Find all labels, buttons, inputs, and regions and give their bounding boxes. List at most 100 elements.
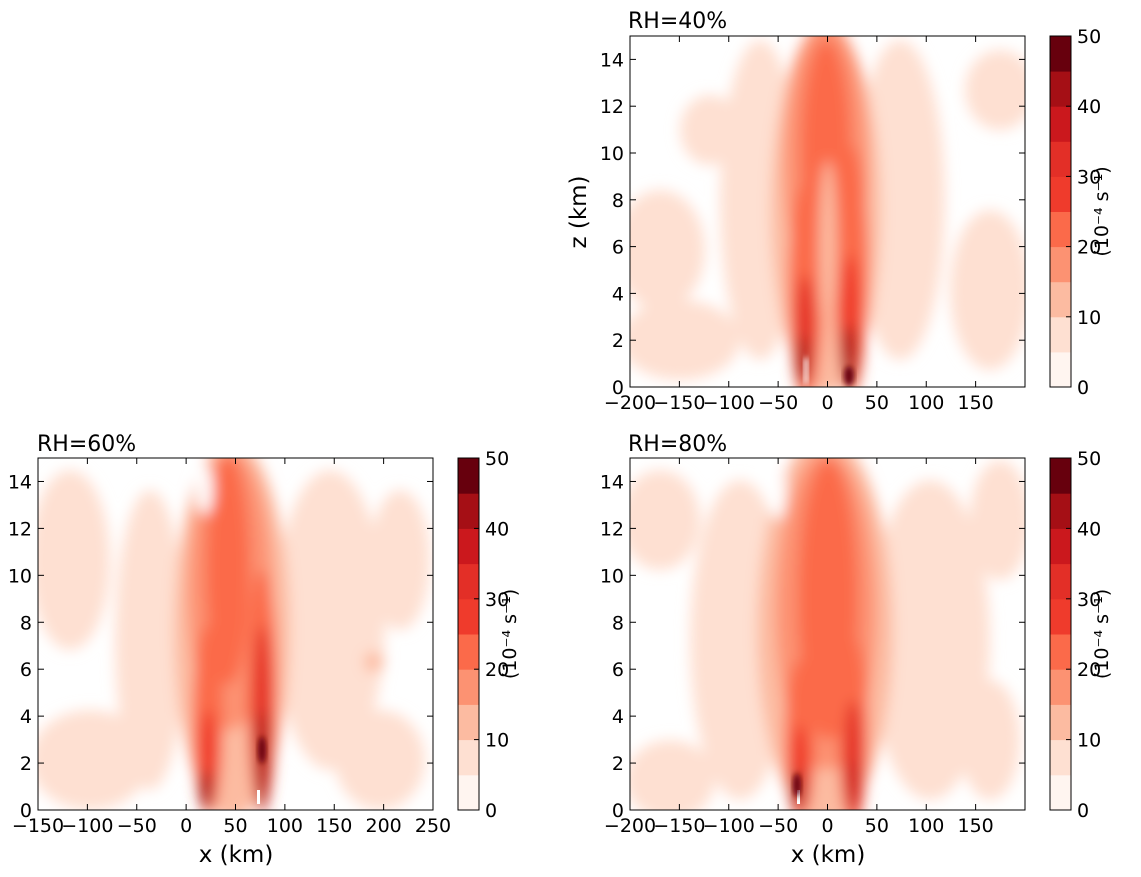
y-tick-label: 12 [600, 518, 624, 540]
x-axis-label: x (km) [791, 842, 866, 868]
y-tick-label: 6 [612, 237, 624, 259]
plot-area [38, 458, 433, 810]
y-tick-label: 0 [20, 800, 32, 822]
x-tick-label: −150 [12, 815, 64, 837]
contour-field [630, 458, 1025, 810]
y-tick-label: 14 [8, 471, 32, 493]
white-core [804, 358, 808, 384]
colorbar-tick-label: 30 [485, 589, 509, 611]
panel-rh80: RH=80% [600, 432, 1113, 868]
colorbar-band [1050, 598, 1071, 635]
x-tick-label: −150 [653, 392, 705, 414]
colorbar-tick-label: 20 [485, 659, 509, 681]
colorbar-tick-label: 50 [1077, 26, 1101, 48]
colorbar-tick-label: 40 [1077, 518, 1101, 540]
x-tick-label: −100 [703, 392, 755, 414]
colorbar-tick-label: 30 [1077, 589, 1101, 611]
colorbar-band [1050, 704, 1071, 741]
x-tick-label: 0 [821, 815, 833, 837]
x-tick-label: −200 [604, 392, 656, 414]
y-tick-label: 4 [20, 706, 32, 728]
colorbar-tick-label: 50 [1077, 448, 1101, 470]
x-tick-label: 50 [223, 815, 247, 837]
colorbar-frame [457, 457, 480, 811]
colorbar-band [1050, 316, 1071, 353]
colorbar-band [458, 774, 479, 811]
colorbar-frame [1049, 35, 1072, 388]
colorbar-tick-label: 0 [1077, 377, 1089, 399]
colorbar-band [458, 528, 479, 565]
x-tick-label: 0 [821, 392, 833, 414]
colorbar-tick-label: 20 [1077, 659, 1101, 681]
axis-ticks: −150−100 −50 0 50 100 150 200 250 0 2 4 6 8 10 12 14 [8, 458, 451, 837]
colorbar-band [1050, 528, 1071, 565]
panel-title: RH=60% [37, 432, 136, 457]
colorbar-tick-label: 0 [1077, 800, 1089, 822]
y-tick-label: 2 [20, 753, 32, 775]
colorbar: 0 10 20 30 40 50 (10⁻⁴ s⁻¹) [1049, 448, 1113, 822]
x-tick-label: −50 [117, 815, 157, 837]
y-tick-label: 8 [612, 190, 624, 212]
y-tick-label: 14 [600, 471, 624, 493]
x-tick-label: 100 [908, 392, 944, 414]
colorbar-band [1050, 351, 1071, 388]
max-core [844, 366, 854, 386]
y-tick-label: 2 [612, 330, 624, 352]
panel-rh40: RH=40% [566, 9, 1113, 414]
colorbar-tick-label: 40 [485, 518, 509, 540]
colorbar: 0 10 20 30 40 50 (10⁻⁴ s⁻¹) [1049, 26, 1113, 399]
y-tick-label: 4 [612, 706, 624, 728]
colorbar-band [1050, 246, 1071, 283]
y-tick-label: 12 [600, 96, 624, 118]
colorbar-band [458, 739, 479, 776]
colorbar-tick-label: 20 [1077, 237, 1101, 259]
colorbar-band [1050, 106, 1071, 142]
y-tick-label: 8 [20, 612, 32, 634]
x-tick-label: 200 [365, 815, 401, 837]
colorbar-tick-label: 10 [1077, 730, 1101, 752]
y-tick-label: 6 [20, 659, 32, 681]
plot-area [630, 458, 1025, 810]
x-tick-label: −50 [758, 815, 798, 837]
colorbar-tick-label: 10 [1077, 307, 1101, 329]
x-tick-label: −200 [604, 815, 656, 837]
x-tick-label: −100 [61, 815, 113, 837]
x-tick-label: 100 [267, 815, 303, 837]
y-tick-label: 0 [612, 377, 624, 399]
max-core [793, 773, 801, 797]
x-tick-label: −50 [758, 392, 798, 414]
y-tick-label: 10 [600, 143, 624, 165]
white-core [257, 790, 260, 804]
plot-area [630, 36, 1025, 387]
colorbar-band [458, 669, 479, 705]
colorbar-band [1050, 739, 1071, 776]
colorbar-band [458, 563, 479, 600]
axis-ticks: −200−150−100 −50 0 50 100 150 0 2 4 6 8 10 12 14 [600, 458, 1025, 837]
colorbar-band [1050, 71, 1071, 107]
max-core [258, 736, 266, 764]
colorbar-label: (10⁻⁴ s⁻¹) [1091, 589, 1113, 679]
colorbar-band [458, 704, 479, 741]
x-tick-label: 150 [957, 392, 993, 414]
colorbar-band [1050, 774, 1071, 811]
colorbar-band [1050, 669, 1071, 705]
x-tick-label: −150 [653, 815, 705, 837]
y-tick-label: 10 [8, 565, 32, 587]
y-tick-label: 6 [612, 659, 624, 681]
y-tick-label: 12 [8, 518, 32, 540]
colorbar-band [458, 458, 479, 494]
colorbar-tick-label: 50 [485, 448, 509, 470]
x-axis-label: x (km) [199, 842, 274, 868]
x-tick-label: 150 [957, 815, 993, 837]
y-tick-label: 14 [600, 49, 624, 71]
white-core [797, 790, 800, 804]
x-tick-label: 100 [908, 815, 944, 837]
x-tick-label: 50 [865, 392, 889, 414]
colorbar-band [1050, 493, 1071, 529]
panel-rh60: RH=60% [8, 432, 521, 868]
colorbar-band [1050, 458, 1071, 494]
colorbar-band [1050, 281, 1071, 318]
colorbar-tick-label: 0 [485, 800, 497, 822]
colorbar: 0 10 20 30 40 50 (10⁻⁴ s⁻¹) [457, 448, 521, 822]
colorbar-band [1050, 141, 1071, 177]
